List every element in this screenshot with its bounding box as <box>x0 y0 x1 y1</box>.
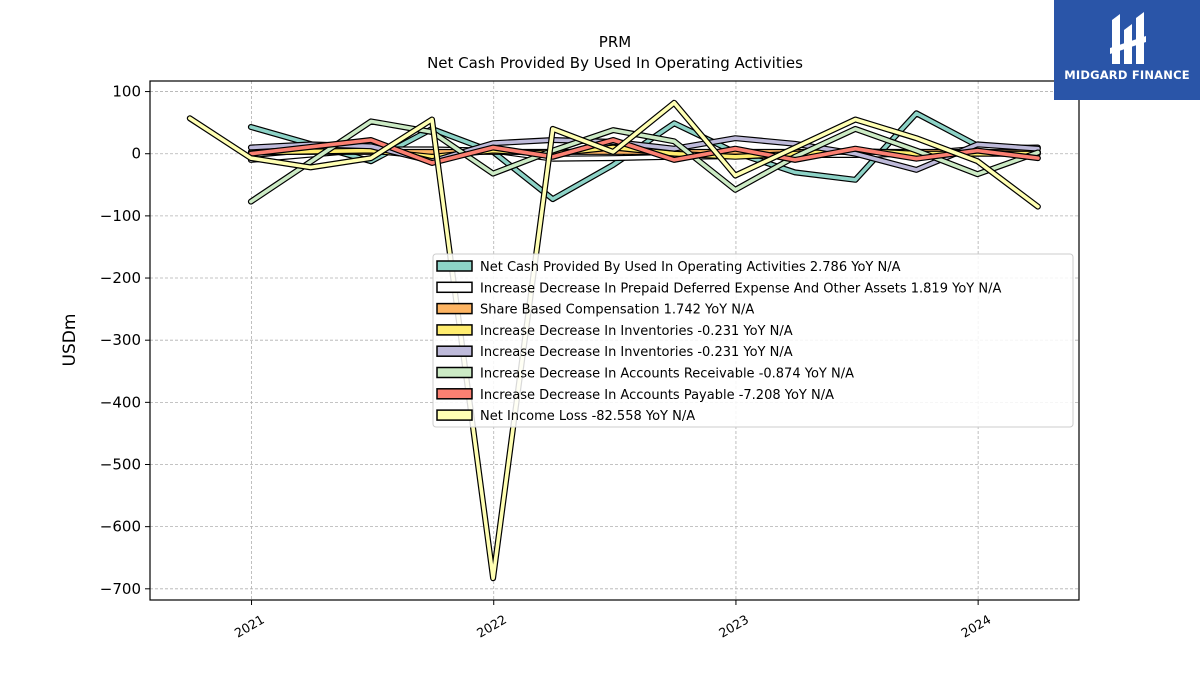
y-tick-label: 0 <box>131 145 141 163</box>
legend-label: Increase Decrease In Accounts Receivable… <box>480 367 854 382</box>
legend-swatch <box>436 345 473 357</box>
logo-text: MIDGARD FINANCE <box>1064 68 1190 82</box>
legend-swatch <box>436 388 473 400</box>
series-stroke <box>188 101 1040 581</box>
y-tick-label: −300 <box>100 331 141 349</box>
y-tick-label: −100 <box>100 207 141 225</box>
series-line-8 <box>186 99 1041 582</box>
legend-label: Share Based Compensation 1.742 YoY N/A <box>480 303 754 318</box>
y-tick-label: −600 <box>100 518 141 536</box>
legend-item: Increase Decrease In Inventories -0.231 … <box>436 345 793 360</box>
x-axis: 2021 2022 2023 2024 <box>232 600 993 641</box>
chart-subtitle: Net Cash Provided By Used In Operating A… <box>427 54 803 72</box>
legend-item: Increase Decrease In Inventories -0.231 … <box>436 324 793 339</box>
legend-item: Increase Decrease In Accounts Receivable… <box>436 366 854 382</box>
y-axis: 100 0 −100 −200 −300 −400 −500 −600 −700 <box>100 83 150 598</box>
legend-label: Net Income Loss -82.558 YoY N/A <box>480 409 695 424</box>
x-tick-label: 2023 <box>716 612 751 641</box>
chart-title: PRM <box>599 33 631 51</box>
series-lines <box>186 99 1041 582</box>
y-tick-label: −700 <box>100 580 141 598</box>
legend-swatch <box>436 366 473 379</box>
series-stroke <box>249 138 1040 165</box>
legend-label: Increase Decrease In Inventories -0.231 … <box>480 345 793 360</box>
grid <box>150 81 1079 600</box>
legend-swatch <box>436 281 473 294</box>
legend-label: Increase Decrease In Inventories -0.231 … <box>480 324 793 339</box>
legend-item: Net Cash Provided By Used In Operating A… <box>436 260 901 275</box>
y-tick-label: −200 <box>100 269 141 287</box>
x-tick-label: 2022 <box>474 612 509 641</box>
y-tick-label: 100 <box>112 83 141 101</box>
legend-swatch <box>436 324 473 336</box>
legend-item: Net Income Loss -82.558 YoY N/A <box>436 409 695 424</box>
legend-label: Increase Decrease In Accounts Payable -7… <box>480 388 834 403</box>
legend-item: Increase Decrease In Prepaid Deferred Ex… <box>436 281 1001 296</box>
legend-swatch <box>436 409 473 421</box>
series-line-7 <box>247 137 1041 166</box>
x-tick-label: 2021 <box>232 612 267 641</box>
legend-box <box>432 253 1074 428</box>
legend-label: Increase Decrease In Prepaid Deferred Ex… <box>480 281 1001 296</box>
legend-swatch <box>436 260 473 272</box>
logo-mark-icon <box>1110 12 1146 64</box>
y-tick-label: −500 <box>100 456 141 474</box>
y-tick-label: −400 <box>100 393 141 411</box>
legend-swatch <box>436 302 473 315</box>
legend-item: Increase Decrease In Accounts Payable -7… <box>436 388 834 403</box>
y-axis-label: USDm <box>60 314 80 367</box>
legend-item: Share Based Compensation 1.742 YoY N/A <box>436 302 754 318</box>
legend: Net Cash Provided By Used In Operating A… <box>432 253 1074 428</box>
midgard-finance-logo: MIDGARD FINANCE <box>1054 0 1200 100</box>
legend-label: Net Cash Provided By Used In Operating A… <box>480 260 901 275</box>
x-tick-label: 2024 <box>958 612 993 641</box>
